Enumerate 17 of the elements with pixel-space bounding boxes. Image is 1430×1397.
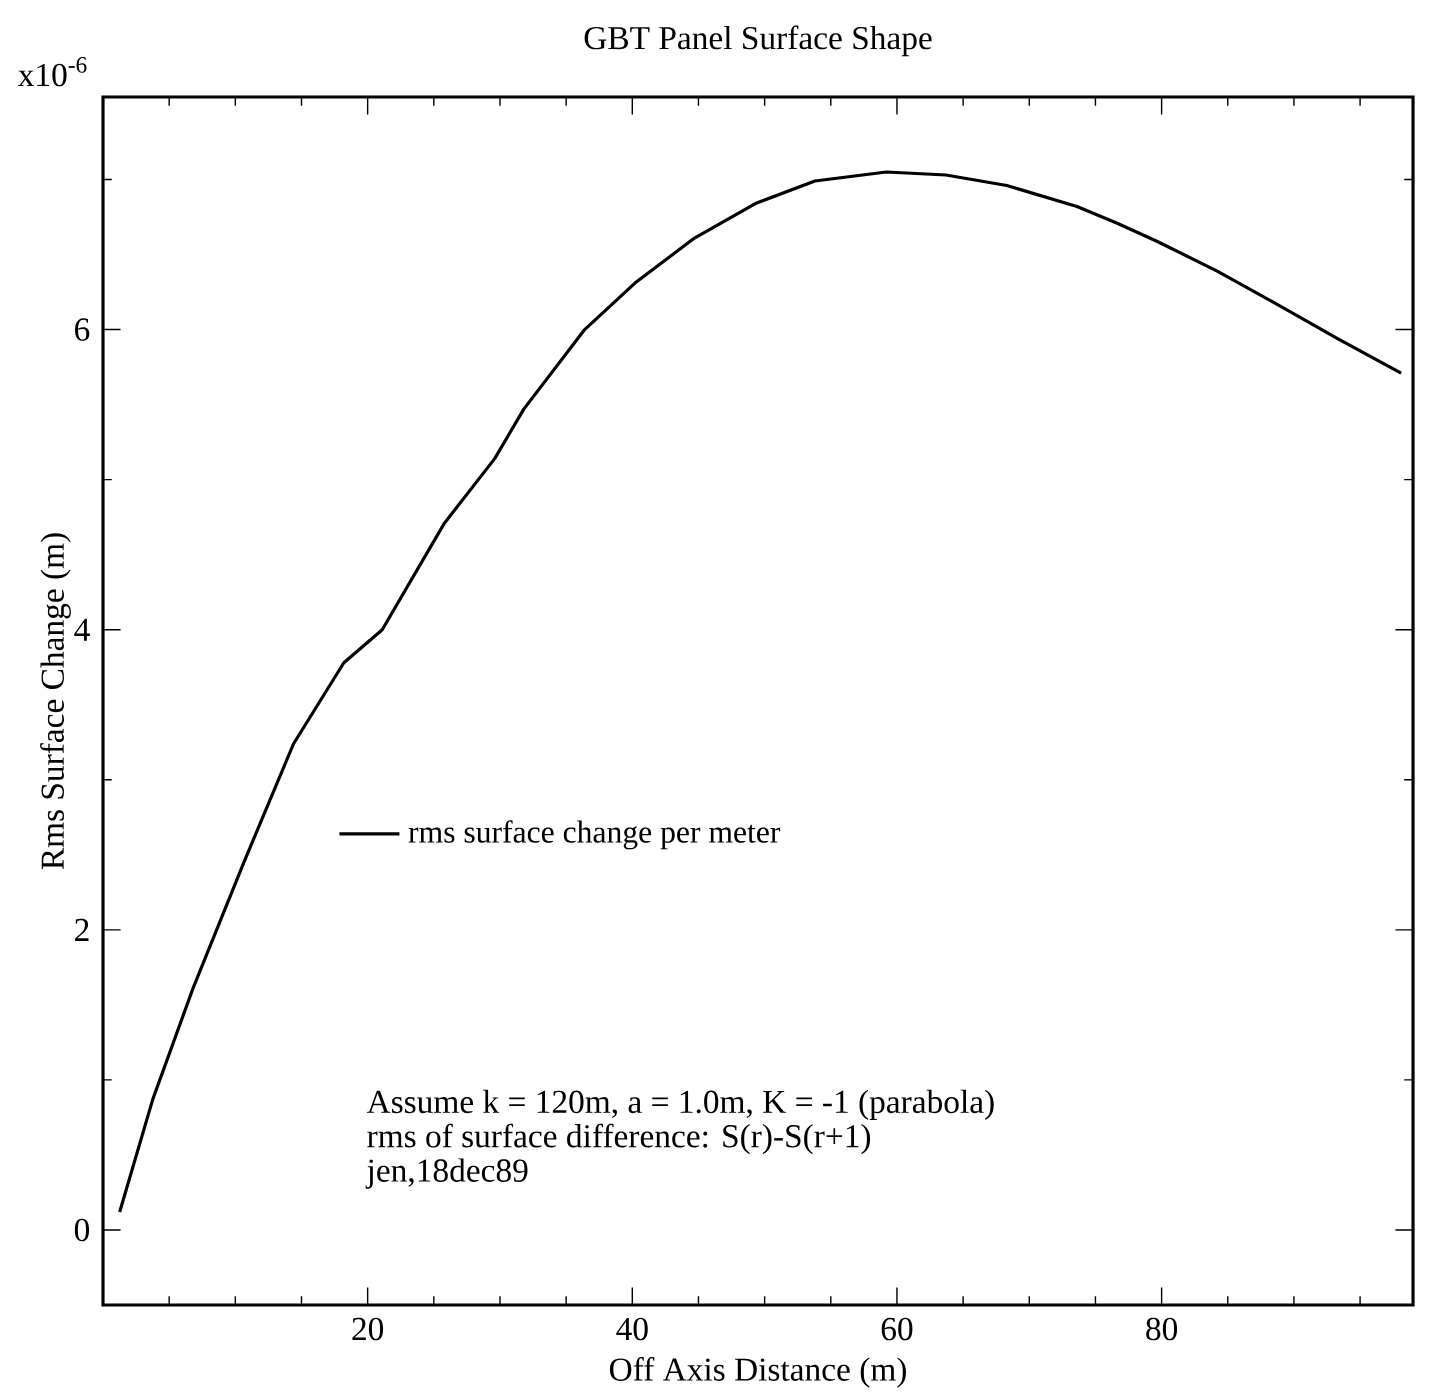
chart-title: GBT Panel Surface Shape — [584, 25, 932, 57]
x-axis-title: Off Axis Distance (m) — [609, 1357, 906, 1388]
x-tick-label: 20 — [352, 1317, 384, 1341]
x-tick-label: 80 — [1146, 1317, 1178, 1341]
legend-label: rms surface change per meter — [408, 820, 781, 850]
x-tick-label: 60 — [881, 1317, 913, 1341]
y-axis-title: Rms Surface Change (m) — [40, 533, 71, 870]
y-tick-label: 0 — [74, 1218, 90, 1242]
text: x10$^{-6}$ — [17, 57, 87, 87]
annotation: rms of surface difference: S(r)-S(r+1) — [367, 1123, 871, 1155]
y-tick-label: 4 — [74, 618, 90, 641]
annotation: jen,18dec89 — [365, 1158, 528, 1189]
annotation: Assume k = 120m, a = 1.0m, K = -1 (parabola) — [366, 1089, 994, 1120]
line-series — [118, 170, 1403, 1214]
x-tick-label: 40 — [616, 1317, 648, 1341]
y-tick-label: 6 — [75, 318, 90, 341]
y-tick-label: 2 — [75, 918, 89, 941]
